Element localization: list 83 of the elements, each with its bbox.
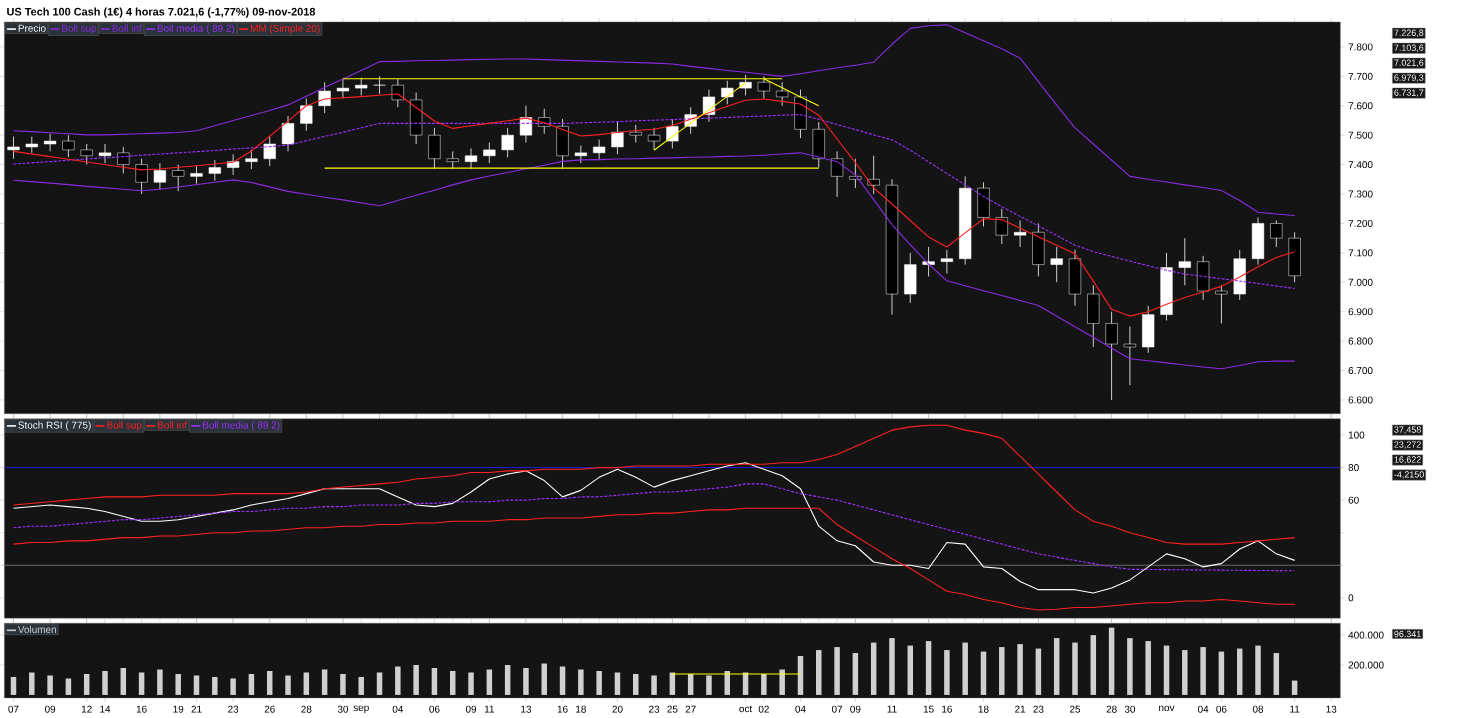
legend-label: Boll inf [112, 24, 142, 32]
y-tick-label: 7.700 [1348, 72, 1373, 80]
x-tick-label: 13 [521, 705, 532, 713]
x-tick-label: 30 [1124, 705, 1136, 713]
x-tick-label: 23 [649, 705, 660, 713]
text: 6.979,3 [1394, 74, 1424, 82]
y-tick-label: 0 [1348, 594, 1354, 602]
x-tick-label: 09 [44, 705, 56, 713]
x-tick-label: 04 [392, 705, 404, 713]
x-tick-label: 14 [100, 705, 111, 713]
y-tick-label: 7.100 [1348, 249, 1373, 257]
x-tick-label: 13 [1326, 705, 1337, 713]
x-tick-label: 04 [1197, 705, 1209, 713]
legend-label: Boll media ( 89 2) [157, 24, 235, 34]
x-tick-label: sep [353, 705, 369, 714]
x-tick-label: 07 [8, 705, 19, 713]
x-tick-label: 02 [758, 705, 769, 713]
x-tick-label: 25 [667, 705, 678, 713]
y-tick-label: 100 [1348, 431, 1365, 439]
y-tick-label: 6.700 [1348, 367, 1373, 375]
legend-label: Boll media ( 89 2) [203, 421, 280, 431]
legend-label: Boll sup [107, 421, 142, 431]
text: 7.226,8 [1394, 29, 1424, 38]
x-tick-label: 27 [685, 705, 696, 713]
y-tick-label: 200.000 [1348, 661, 1384, 669]
y-tick-label: 7.500 [1348, 131, 1373, 139]
x-tick-label: nov [1159, 705, 1175, 712]
x-tick-label: 25 [1069, 705, 1081, 713]
x-tick-label: 06 [1216, 705, 1227, 713]
y-tick-label: 400.000 [1348, 631, 1384, 639]
x-tick-label: 18 [576, 705, 586, 713]
y-tick-label: 7.400 [1348, 161, 1373, 169]
x-tick-label: 16 [136, 705, 147, 713]
x-tick-label: 08 [1252, 705, 1264, 713]
y-tick-label: 7.300 [1348, 190, 1373, 198]
x-tick-label: 15 [923, 705, 934, 713]
x-tick-label: 28 [1106, 705, 1117, 713]
x-tick-label: 16 [557, 705, 568, 713]
legend-label: MM (Simple 20) [250, 24, 320, 34]
text: 6.731,7 [1394, 89, 1424, 97]
x-tick-label: 12 [81, 705, 92, 713]
y-tick-label: 60 [1348, 496, 1359, 504]
x-tick-label: 19 [173, 705, 184, 713]
legend-label: Boll sup [62, 24, 97, 34]
y-tick-label: 6.800 [1348, 337, 1373, 345]
x-tick-label: 11 [887, 705, 897, 713]
y-tick-label: 7.200 [1348, 219, 1373, 228]
x-tick-label: 18 [978, 705, 989, 713]
text: 7.021,6 [1394, 59, 1424, 67]
x-tick-label: 26 [264, 705, 275, 713]
x-tick-label: 09 [850, 705, 861, 713]
x-tick-label: 20 [612, 705, 623, 713]
y-tick-label: 80 [1348, 464, 1359, 472]
y-tick-label: 7.000 [1348, 278, 1373, 286]
legend-label: Precio [18, 24, 46, 32]
legend-label: Volumen [17, 625, 56, 634]
chart-title: US Tech 100 Cash (1€) 4 horas 7.021,6 (-1,77%) 09-nov-2018 [7, 7, 316, 18]
y-tick-label: 6.900 [1348, 308, 1373, 316]
legend-label: Boll inf [157, 421, 187, 429]
text: 96.341 [1394, 630, 1421, 638]
text: -4,2150 [1394, 471, 1424, 479]
y-tick-label: 6.600 [1348, 396, 1373, 404]
x-tick-label: 28 [301, 705, 312, 713]
x-tick-label: 07 [831, 705, 843, 713]
x-tick-label: 30 [337, 705, 349, 713]
x-tick-label: 23 [1033, 705, 1044, 713]
text: 7.103,6 [1394, 44, 1424, 52]
y-tick-label: 7.800 [1348, 43, 1373, 51]
text: 23,272 [1394, 441, 1421, 449]
x-tick-label: 23 [228, 705, 239, 713]
x-tick-label: 21 [191, 705, 202, 713]
x-tick-label: 11 [484, 705, 495, 713]
legend-label: Stoch RSI ( 775) [18, 421, 91, 431]
y-tick-label: 7.600 [1348, 102, 1373, 110]
x-tick-label: 11 [1290, 705, 1300, 713]
x-tick-label: 09 [465, 705, 477, 713]
x-tick-label: oct [739, 705, 753, 713]
text: 37,458 [1394, 426, 1421, 434]
x-tick-label: 06 [429, 705, 440, 713]
text: 16,622 [1394, 456, 1421, 464]
x-tick-label: 21 [1015, 705, 1026, 713]
x-tick-label: 04 [795, 705, 806, 713]
x-tick-label: 16 [942, 705, 952, 713]
